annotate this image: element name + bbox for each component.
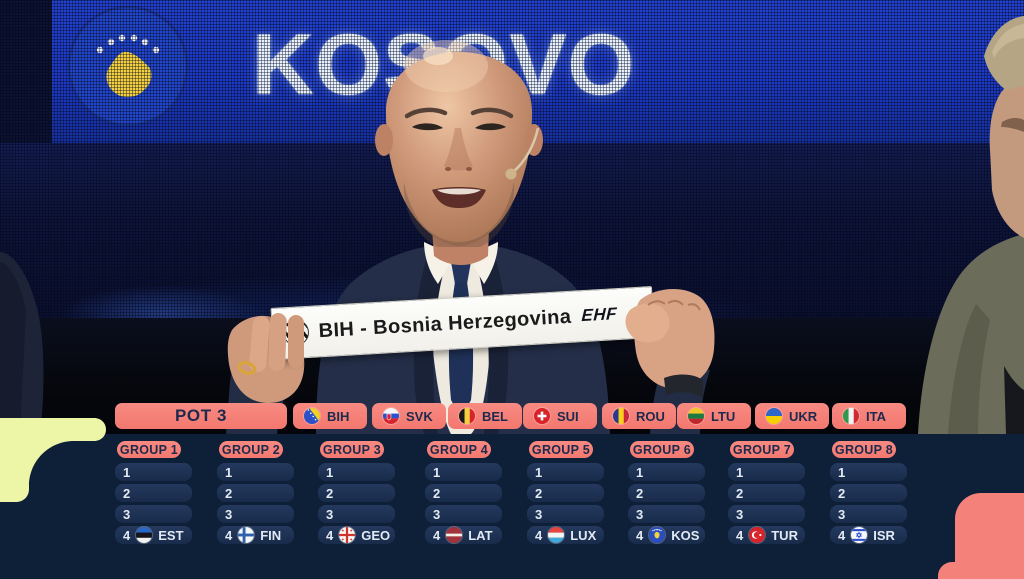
- left-guest-shoulder: [0, 252, 44, 434]
- people-layer: [0, 16, 1024, 434]
- flag-kosovo-icon: [66, 4, 190, 128]
- led-wall-edge: [0, 0, 54, 143]
- draw-slip-team: BIH - Bosnia Herzegovina: [318, 305, 572, 342]
- presenter: [226, 40, 710, 434]
- led-banner: [52, 0, 1024, 143]
- co-presenter: [918, 16, 1024, 434]
- ehf-logo: EHF: [580, 304, 617, 326]
- ehf-euro-ball-icon: [282, 318, 310, 347]
